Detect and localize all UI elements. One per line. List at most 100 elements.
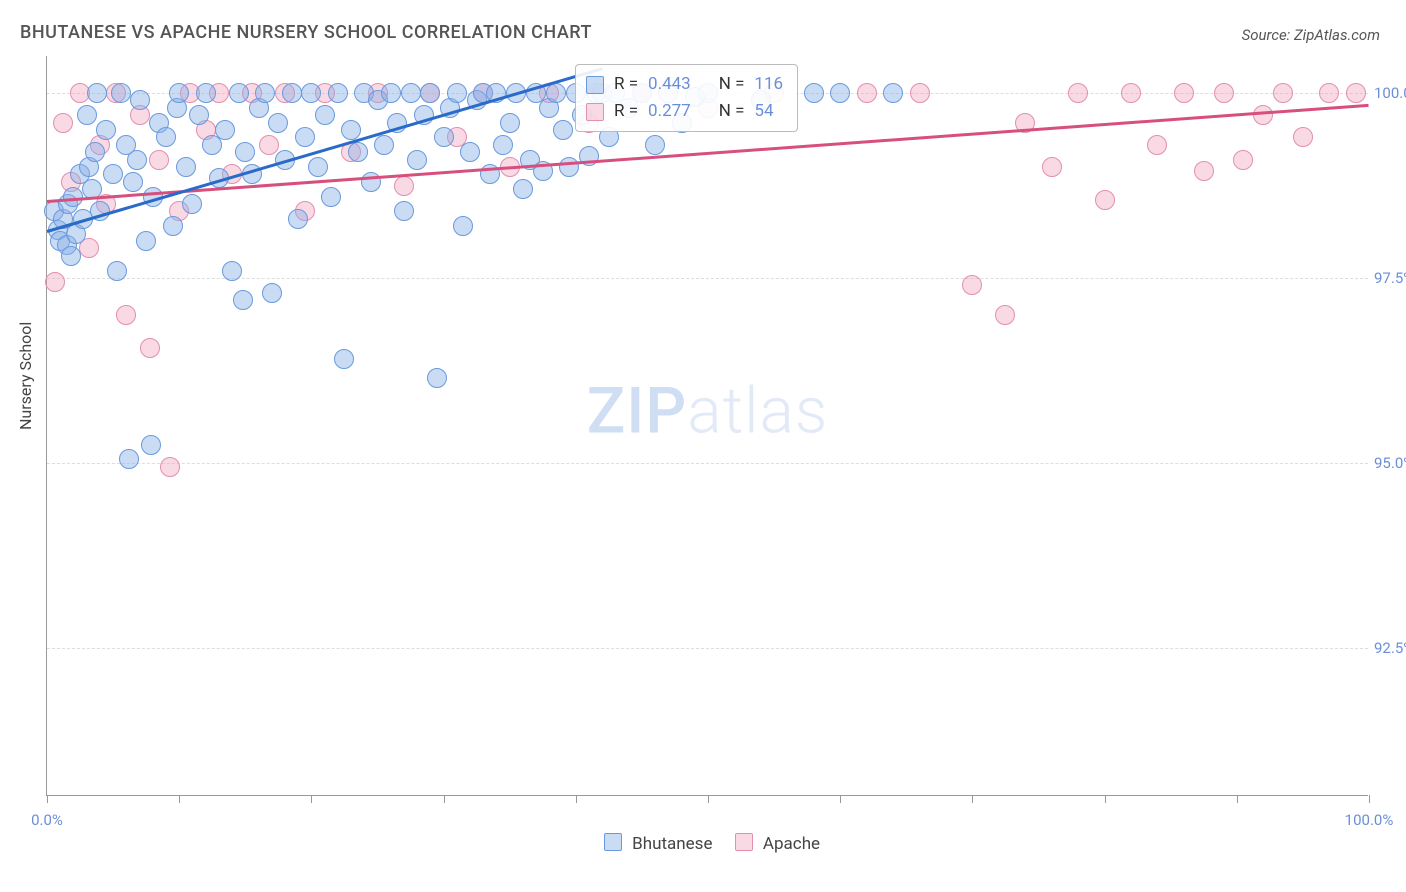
bhutanese-point [156,127,176,147]
apache-point [45,272,65,292]
bhutanese-point [804,83,824,103]
xtick-label: 0.0% [31,811,63,829]
apache-point [1042,157,1062,177]
ytick-label: 100.0% [1374,84,1406,102]
stats-legend: R = 0.443 N = 116 R = 0.277 N = 54 [575,64,798,132]
bhutanese-point [196,83,216,103]
swatch-apache [586,103,604,121]
bhutanese-point [163,216,183,236]
r-value-apache: 0.277 [648,98,691,125]
xtick [1105,795,1106,803]
bhutanese-point [401,83,421,103]
xtick-label: 100.0% [1345,811,1394,829]
bhutanese-point [447,83,467,103]
watermark-bold: ZIP [587,373,688,448]
bhutanese-point [645,135,665,155]
bhutanese-point [348,142,368,162]
bhutanese-point [282,83,302,103]
xtick [576,795,577,803]
bhutanese-point [288,209,308,229]
apache-point [1273,83,1293,103]
xtick [444,795,445,803]
bhutanese-point [500,113,520,133]
apache-point [995,305,1015,325]
apache-point [1194,161,1214,181]
bhutanese-point [493,135,513,155]
xtick [972,795,973,803]
bhutanese-point [127,150,147,170]
bhutanese-point [77,105,97,125]
bhutanese-point [103,164,123,184]
bhutanese-point [96,120,116,140]
xtick [47,795,48,803]
ytick-label: 95.0% [1374,454,1406,472]
bhutanese-point [176,157,196,177]
bhutanese-point [420,83,440,103]
apache-point [140,338,160,358]
bhutanese-point [61,246,81,266]
bhutanese-point [85,142,105,162]
bhutanese-point [182,194,202,214]
xtick [1369,795,1370,803]
bhutanese-point [87,83,107,103]
bhutanese-point [229,83,249,103]
bhutanese-point [427,368,447,388]
bhutanese-point [222,261,242,281]
apache-point [394,176,414,196]
ytick-label: 97.5% [1374,269,1406,287]
scatter-plot-area: ZIPatlas 92.5%95.0%97.5%100.0%0.0%100.0%… [46,56,1368,796]
apache-point [857,83,877,103]
bhutanese-point [215,120,235,140]
r-label: R = [614,98,638,125]
apache-point [160,457,180,477]
bhutanese-point [141,435,161,455]
apache-point [259,135,279,155]
bhutanese-point [830,83,850,103]
apache-point [1346,83,1366,103]
bhutanese-point [341,120,361,140]
gridline [47,648,1368,649]
bhutanese-point [255,83,275,103]
bhutanese-point [107,261,127,281]
bhutanese-point [381,83,401,103]
bhutanese-point [394,201,414,221]
xtick [179,795,180,803]
apache-point [1233,150,1253,170]
bhutanese-point [321,187,341,207]
bhutanese-point [123,172,143,192]
bhutanese-point [308,157,328,177]
apache-point [1121,83,1141,103]
bhutanese-point [119,449,139,469]
apache-point [1319,83,1339,103]
bhutanese-point [374,135,394,155]
r-value-bhutanese: 0.443 [648,71,691,98]
apache-point [149,150,169,170]
xtick [840,795,841,803]
bhutanese-point [169,83,189,103]
bhutanese-point [559,157,579,177]
watermark-light: atlas [687,373,828,448]
bhutanese-point [361,172,381,192]
apache-point [1293,127,1313,147]
xtick [708,795,709,803]
legend-row-bhutanese: R = 0.443 N = 116 [586,71,783,98]
bhutanese-point [268,113,288,133]
apache-point [1174,83,1194,103]
legend-label-apache: Apache [763,834,820,854]
swatch-apache [735,833,753,851]
apache-point [910,83,930,103]
apache-point [116,305,136,325]
xtick [311,795,312,803]
n-label: N = [719,98,745,125]
swatch-bhutanese [604,833,622,851]
apache-point [1095,190,1115,210]
bhutanese-point [334,349,354,369]
n-value-apache: 54 [754,98,773,125]
ytick-label: 92.5% [1374,639,1406,657]
bhutanese-point [883,83,903,103]
chart-title: BHUTANESE VS APACHE NURSERY SCHOOL CORRE… [20,22,592,43]
bhutanese-point [130,90,150,110]
bhutanese-point [189,105,209,125]
bhutanese-point [136,231,156,251]
legend-label-bhutanese: Bhutanese [632,834,712,854]
